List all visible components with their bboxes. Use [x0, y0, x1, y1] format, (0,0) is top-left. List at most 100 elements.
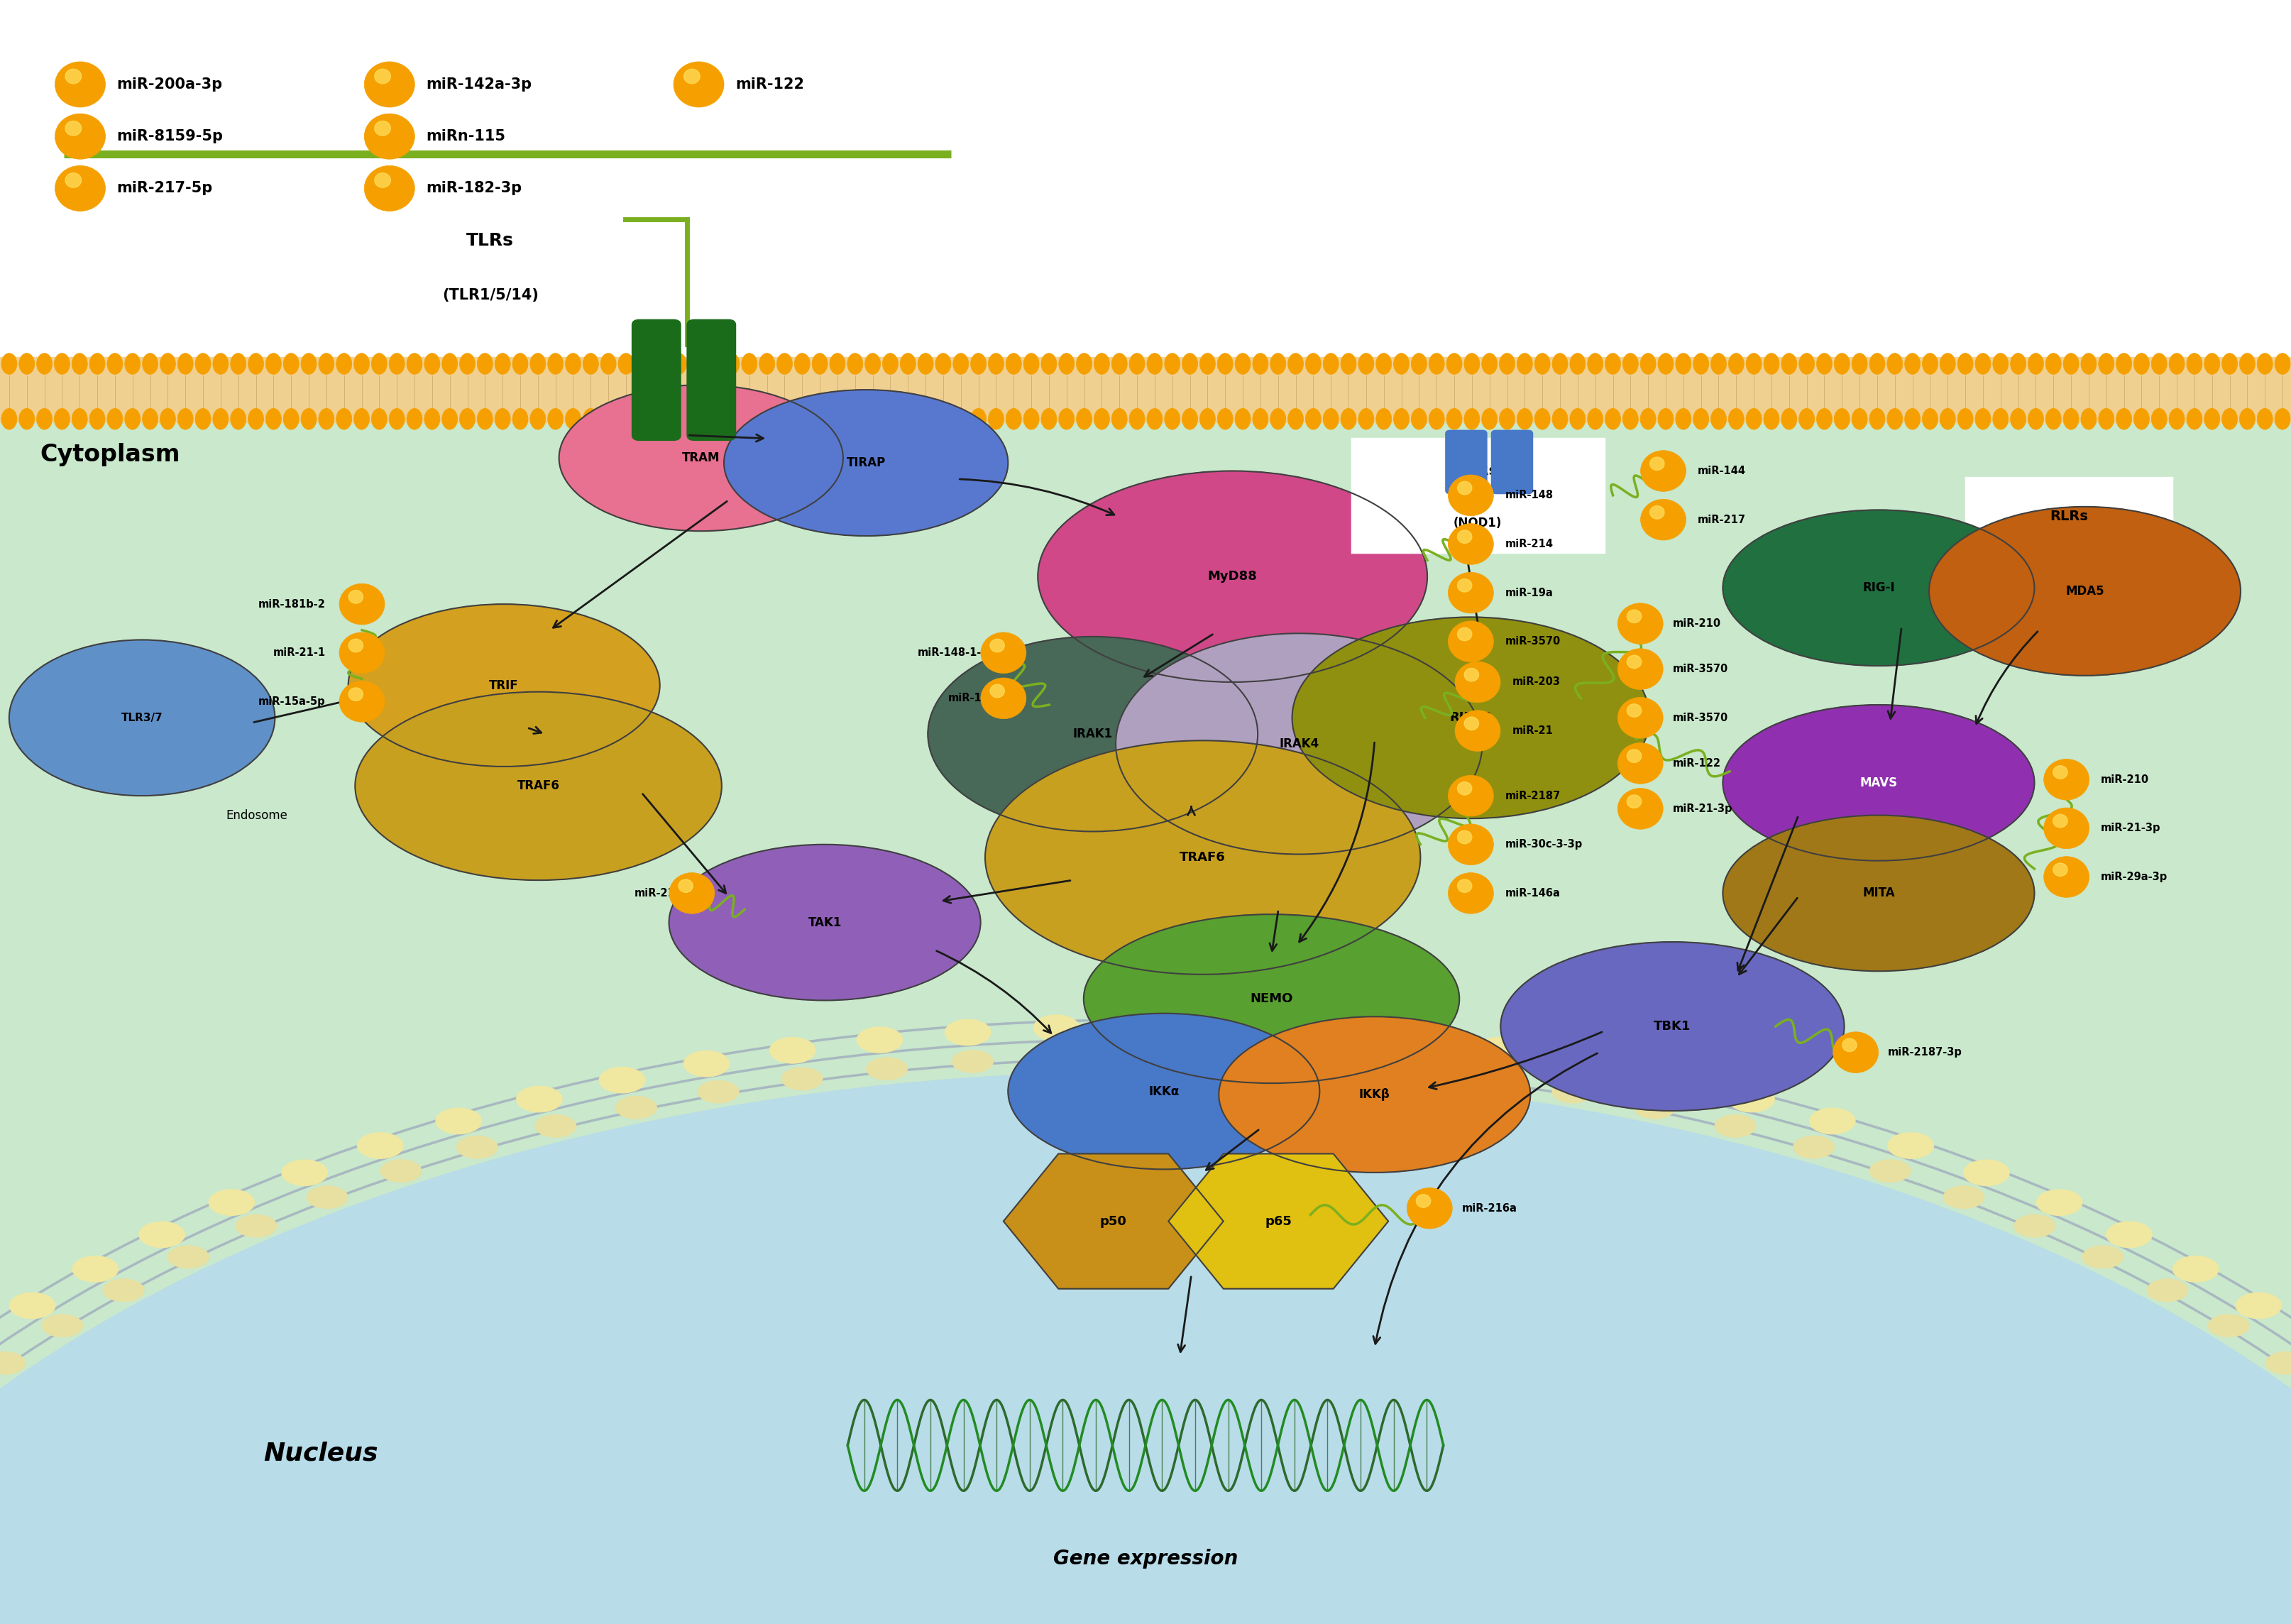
Ellipse shape: [548, 352, 564, 375]
Text: Gene expression: Gene expression: [1054, 1549, 1237, 1569]
Ellipse shape: [2028, 352, 2044, 375]
Ellipse shape: [1095, 409, 1109, 430]
Ellipse shape: [1975, 352, 1991, 375]
Ellipse shape: [653, 409, 669, 430]
Ellipse shape: [1306, 409, 1322, 430]
Ellipse shape: [41, 1314, 82, 1337]
Ellipse shape: [669, 844, 981, 1000]
Ellipse shape: [848, 352, 864, 375]
Bar: [0, 357, 2291, 422]
Ellipse shape: [1393, 352, 1409, 375]
Text: (NOD1): (NOD1): [1452, 516, 1503, 529]
Ellipse shape: [683, 68, 701, 83]
Ellipse shape: [1269, 409, 1285, 430]
Ellipse shape: [2064, 352, 2078, 375]
Ellipse shape: [1869, 352, 1885, 375]
Ellipse shape: [971, 352, 985, 375]
Ellipse shape: [266, 409, 282, 430]
Ellipse shape: [2170, 409, 2186, 430]
Ellipse shape: [1235, 409, 1251, 430]
Ellipse shape: [2011, 352, 2025, 375]
Ellipse shape: [55, 114, 105, 159]
Ellipse shape: [1640, 450, 1686, 492]
Ellipse shape: [495, 352, 511, 375]
Ellipse shape: [1164, 352, 1180, 375]
Ellipse shape: [1798, 352, 1814, 375]
Ellipse shape: [1111, 352, 1127, 375]
Ellipse shape: [637, 352, 651, 375]
Text: miR-3570: miR-3570: [1505, 637, 1560, 646]
Ellipse shape: [742, 352, 756, 375]
Ellipse shape: [758, 409, 774, 430]
Ellipse shape: [460, 352, 474, 375]
Ellipse shape: [348, 687, 362, 702]
Ellipse shape: [408, 409, 422, 430]
Ellipse shape: [1448, 823, 1494, 866]
Ellipse shape: [1693, 409, 1709, 430]
Ellipse shape: [548, 409, 564, 430]
Ellipse shape: [795, 409, 811, 430]
Ellipse shape: [990, 638, 1003, 653]
Ellipse shape: [742, 409, 756, 430]
Ellipse shape: [953, 352, 969, 375]
Ellipse shape: [167, 1246, 208, 1268]
Ellipse shape: [2037, 1189, 2083, 1215]
Ellipse shape: [300, 352, 316, 375]
Ellipse shape: [928, 637, 1258, 831]
Ellipse shape: [353, 409, 369, 430]
Ellipse shape: [1535, 352, 1551, 375]
Ellipse shape: [179, 409, 192, 430]
Ellipse shape: [231, 409, 245, 430]
Ellipse shape: [1723, 510, 2034, 666]
Ellipse shape: [495, 409, 511, 430]
Text: p65: p65: [1265, 1215, 1292, 1228]
Ellipse shape: [1842, 1038, 1856, 1052]
Ellipse shape: [1038, 1046, 1079, 1069]
Ellipse shape: [1730, 1086, 1776, 1112]
Ellipse shape: [1817, 352, 1833, 375]
Ellipse shape: [1084, 914, 1459, 1083]
Ellipse shape: [348, 604, 660, 767]
Ellipse shape: [2170, 352, 2186, 375]
Ellipse shape: [515, 1086, 561, 1112]
Ellipse shape: [1148, 352, 1162, 375]
Ellipse shape: [1407, 1187, 1452, 1229]
Ellipse shape: [1292, 617, 1650, 818]
Ellipse shape: [1123, 1013, 1168, 1039]
Ellipse shape: [71, 352, 87, 375]
Ellipse shape: [536, 1114, 577, 1137]
Ellipse shape: [1411, 352, 1427, 375]
Text: Nucleus: Nucleus: [263, 1442, 378, 1465]
Ellipse shape: [1553, 352, 1567, 375]
Ellipse shape: [1640, 409, 1656, 430]
Ellipse shape: [2275, 352, 2291, 375]
Ellipse shape: [953, 409, 969, 430]
Ellipse shape: [424, 409, 440, 430]
Ellipse shape: [64, 68, 82, 83]
Ellipse shape: [671, 352, 687, 375]
Ellipse shape: [900, 352, 916, 375]
Ellipse shape: [600, 352, 616, 375]
Text: TIRAP: TIRAP: [845, 456, 887, 469]
Ellipse shape: [424, 352, 440, 375]
Text: miR-217: miR-217: [1698, 515, 1746, 525]
Ellipse shape: [981, 632, 1026, 674]
Text: MyD88: MyD88: [1207, 570, 1258, 583]
Ellipse shape: [2053, 765, 2066, 780]
Ellipse shape: [2117, 409, 2131, 430]
Ellipse shape: [355, 692, 722, 880]
Text: Endosome: Endosome: [227, 809, 286, 822]
Ellipse shape: [213, 352, 229, 375]
Ellipse shape: [435, 1108, 481, 1134]
Ellipse shape: [1693, 352, 1709, 375]
Ellipse shape: [2204, 409, 2220, 430]
Ellipse shape: [582, 352, 598, 375]
Ellipse shape: [55, 166, 105, 211]
Text: miR-203: miR-203: [1512, 677, 1560, 687]
Text: TBK1: TBK1: [1654, 1020, 1691, 1033]
Ellipse shape: [1975, 409, 1991, 430]
Text: miR-21: miR-21: [1512, 726, 1553, 736]
Ellipse shape: [1448, 872, 1494, 914]
Ellipse shape: [73, 1255, 119, 1281]
Ellipse shape: [1457, 529, 1471, 544]
